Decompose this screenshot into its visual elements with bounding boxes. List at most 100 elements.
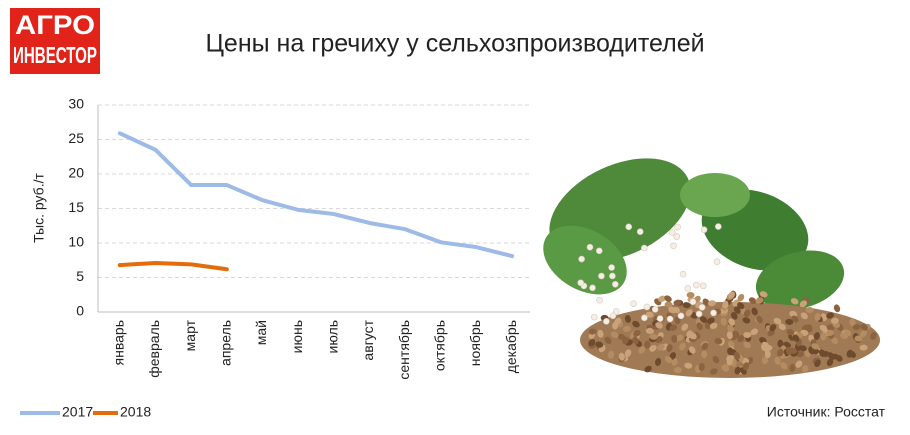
grain (698, 363, 705, 372)
grain (707, 317, 715, 324)
grain (743, 309, 751, 318)
grain (588, 328, 597, 335)
grain (701, 350, 708, 359)
flower (674, 223, 681, 231)
grain (789, 363, 796, 372)
grain (811, 343, 820, 350)
grain (733, 351, 741, 360)
series-line (117, 261, 229, 272)
grain (826, 312, 834, 319)
grain (655, 322, 663, 329)
flower (695, 310, 703, 318)
grain (664, 356, 673, 363)
grain (743, 341, 751, 349)
grain (791, 315, 799, 323)
grain (733, 306, 741, 314)
flower (689, 298, 697, 306)
flower (698, 304, 706, 311)
flower (625, 223, 633, 231)
grain (618, 352, 625, 361)
grain (666, 344, 673, 352)
logo-box (10, 8, 100, 74)
flower (643, 303, 651, 311)
grain (790, 298, 799, 305)
grain (795, 360, 803, 368)
grain (622, 325, 631, 332)
grain (830, 317, 839, 324)
grain (588, 339, 596, 347)
grain (709, 368, 718, 375)
grain (831, 336, 838, 345)
grain (645, 327, 654, 334)
flower (677, 312, 685, 320)
flower (612, 280, 619, 288)
logo-text: ИНВЕСТОР (13, 42, 97, 68)
x-tick-label: апрель (218, 320, 234, 366)
x-tick-label: ноябрь (467, 320, 483, 366)
grain (696, 322, 703, 331)
grain (685, 309, 693, 317)
grain (645, 311, 654, 318)
x-tick-label: сентябрь (396, 320, 412, 380)
flower (612, 308, 620, 315)
grain (731, 312, 738, 320)
grain (701, 342, 709, 351)
grain (644, 365, 652, 373)
grain (624, 349, 632, 357)
grain (825, 329, 834, 336)
y-axis-label: Тыс. руб./т (31, 173, 47, 243)
grain (860, 323, 868, 331)
x-tick-label: июнь (289, 320, 305, 353)
legend-label: 2018 (120, 404, 151, 420)
grain (786, 329, 795, 336)
leaf (543, 225, 627, 295)
grain (712, 355, 720, 364)
grain (714, 338, 723, 345)
x-tick-label: март (182, 319, 198, 351)
grain (638, 346, 646, 354)
flower (636, 228, 644, 236)
grain (699, 316, 708, 323)
grain (777, 339, 784, 348)
grain (737, 302, 745, 310)
grain (633, 329, 641, 337)
grain (742, 317, 751, 324)
grain (644, 340, 651, 349)
grain (767, 329, 775, 337)
flower (609, 272, 616, 280)
grain (732, 330, 740, 339)
leaf (680, 173, 750, 217)
grain (819, 324, 828, 332)
grain (777, 348, 784, 357)
grain (595, 341, 604, 348)
flower (589, 284, 596, 292)
grain (686, 292, 695, 299)
grain (622, 336, 629, 345)
legend-label: 2017 (62, 404, 93, 420)
flower (713, 258, 721, 266)
flower (651, 306, 659, 313)
x-tick-label: июль (325, 320, 341, 353)
grain (737, 293, 745, 302)
y-tick-label: 10 (68, 234, 84, 250)
flower (673, 233, 680, 240)
flower (668, 229, 676, 236)
grain (624, 314, 631, 323)
grain (722, 300, 729, 309)
grain (756, 315, 763, 324)
grain (669, 324, 678, 331)
y-tick-label: 15 (68, 199, 84, 215)
grain (870, 332, 877, 340)
grain (688, 332, 697, 340)
grain (664, 295, 672, 303)
grain (780, 362, 788, 370)
grain (702, 298, 710, 306)
grain (833, 304, 841, 313)
y-tick-label: 5 (76, 268, 84, 284)
source: Источник: Росстат (767, 404, 886, 420)
flower (598, 272, 605, 280)
grain (805, 307, 814, 314)
x-tick-label: май (253, 320, 269, 345)
grain (726, 355, 735, 362)
